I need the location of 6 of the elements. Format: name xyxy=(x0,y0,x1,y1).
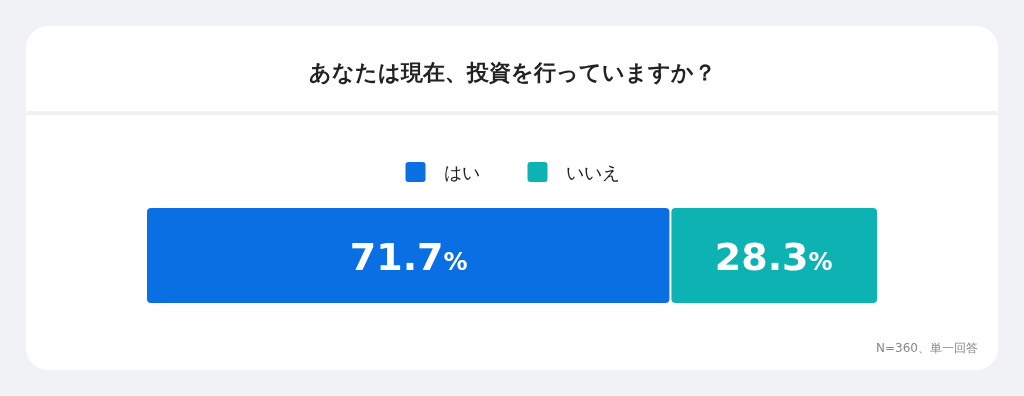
chart-title: あなたは現在、投資を行っていますか？ xyxy=(308,60,716,85)
data-label: 28.3% xyxy=(714,234,833,279)
legend-label: はい xyxy=(443,162,480,183)
legend-label: いいえ xyxy=(565,162,620,183)
data-label: 71.7% xyxy=(349,234,468,279)
text: N=360、単一回答 xyxy=(876,341,978,355)
